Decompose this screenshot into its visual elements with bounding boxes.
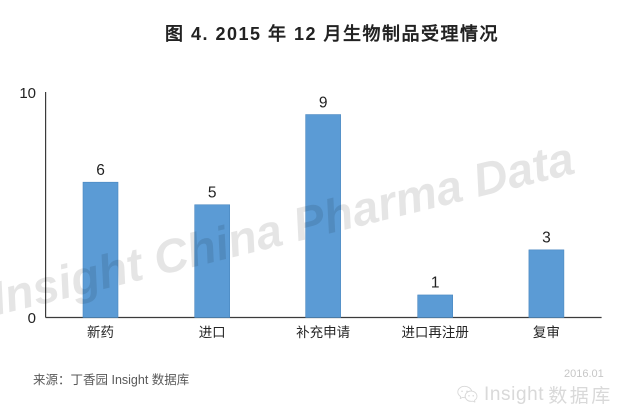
svg-text:6: 6 xyxy=(96,162,105,179)
svg-text:10: 10 xyxy=(19,85,36,102)
svg-text:3: 3 xyxy=(542,230,551,247)
svg-text:进口再注册: 进口再注册 xyxy=(401,325,469,340)
svg-text:5: 5 xyxy=(208,185,217,202)
svg-text:9: 9 xyxy=(319,94,328,111)
svg-text:新药: 新药 xyxy=(87,325,114,340)
svg-text:进口: 进口 xyxy=(199,325,226,340)
svg-text:补充申请: 补充申请 xyxy=(296,325,350,340)
svg-text:1: 1 xyxy=(431,275,440,292)
svg-text:复审: 复审 xyxy=(533,324,560,340)
